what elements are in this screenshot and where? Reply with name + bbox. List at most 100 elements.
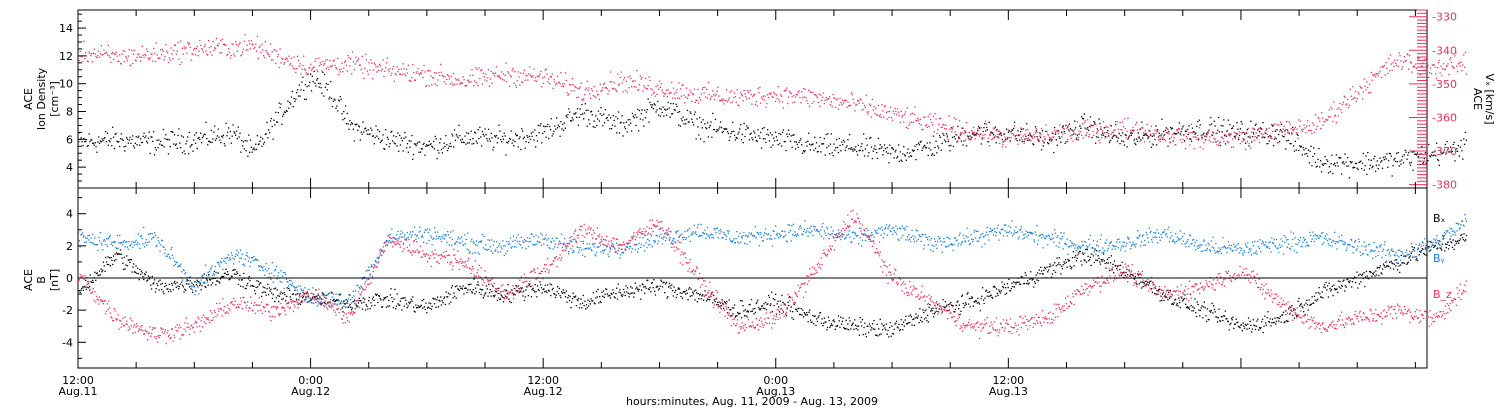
density-point [707, 136, 709, 138]
density-point [700, 121, 702, 123]
density-point [951, 136, 954, 138]
density-point [593, 120, 595, 122]
bfield-point [945, 305, 947, 308]
bfield-point [704, 290, 706, 292]
bfield-point [1096, 250, 1098, 252]
bfield-point [650, 291, 652, 293]
density-point [1156, 129, 1159, 131]
bfield-point [587, 299, 589, 301]
bfield-point [90, 281, 92, 283]
density-point [1108, 141, 1111, 144]
bfield-point [507, 284, 509, 286]
bfield-point [141, 272, 143, 274]
density-point [934, 146, 936, 149]
density-point [791, 96, 793, 98]
bfield-point [301, 300, 303, 302]
density-point [278, 102, 280, 104]
bfield-point [298, 299, 300, 301]
density-point [1342, 161, 1344, 163]
density-point [148, 131, 150, 133]
bfield-point [679, 292, 681, 294]
bfield-point [96, 272, 98, 274]
density-point [851, 94, 853, 96]
density-point [820, 94, 822, 96]
density-point [427, 144, 430, 146]
bfield-point [761, 305, 764, 307]
bfield-point [995, 288, 998, 290]
density-point [127, 55, 129, 57]
density-point [186, 140, 188, 142]
density-point [1110, 125, 1112, 127]
density-point [180, 135, 183, 137]
density-point [642, 90, 644, 92]
bfield-point [1230, 322, 1232, 324]
density-point [1400, 60, 1402, 62]
bfield-point [1291, 305, 1293, 307]
bfield-point [1289, 313, 1291, 315]
density-point [85, 52, 87, 54]
density-point [1251, 141, 1253, 143]
bfield-point [575, 295, 577, 297]
bfield-point [317, 294, 319, 296]
density-point [334, 99, 336, 101]
density-point [389, 68, 391, 70]
density-point [378, 138, 380, 140]
density-point [419, 151, 422, 153]
density-point [317, 57, 320, 59]
density-point [139, 138, 142, 140]
density-point [385, 143, 388, 146]
density-point [194, 134, 196, 136]
bfield-point [157, 284, 159, 287]
density-point [744, 135, 746, 138]
density-point [596, 124, 598, 127]
density-point [494, 75, 496, 77]
density-point [1398, 165, 1400, 167]
density-point [1143, 141, 1146, 143]
bfield-point [1028, 282, 1030, 284]
density-point [462, 76, 464, 78]
bfield-point [1374, 275, 1376, 277]
density-point [583, 118, 585, 120]
density-point [1368, 159, 1370, 161]
density-point [1099, 122, 1101, 125]
bfield-point [405, 299, 407, 301]
density-point [910, 155, 912, 157]
bfield-point [1059, 264, 1061, 266]
density-point [410, 140, 412, 142]
bfield-point [1063, 261, 1065, 263]
bfield-point [1417, 248, 1419, 250]
bfield-point [640, 298, 642, 300]
density-point [990, 132, 992, 134]
density-point [909, 122, 911, 124]
density-point [686, 109, 689, 112]
density-point [704, 86, 706, 89]
bfield-point [521, 287, 523, 289]
bfield-point [1382, 268, 1384, 270]
density-point [1295, 149, 1297, 151]
density-point [1289, 142, 1291, 145]
density-point [1231, 138, 1234, 140]
density-point [1269, 135, 1271, 137]
density-point [226, 135, 228, 137]
density-point [918, 122, 921, 125]
density-point [440, 71, 443, 74]
density-point [1273, 138, 1276, 140]
density-point [684, 102, 686, 104]
bfield-point [1020, 283, 1022, 285]
bfield-point [387, 305, 389, 307]
density-point [1384, 74, 1386, 76]
density-point [374, 63, 376, 66]
density-point [1402, 61, 1405, 63]
density-point [1170, 141, 1172, 144]
bfield-point [762, 307, 764, 309]
bfield-point [694, 299, 696, 301]
density-point [1079, 124, 1081, 126]
density-point [214, 47, 216, 49]
density-point [411, 76, 413, 79]
bfield-point [78, 290, 81, 292]
density-point [815, 142, 818, 144]
density-point [834, 149, 836, 151]
bfield-point [288, 289, 291, 291]
density-point [385, 66, 387, 69]
density-point [865, 94, 867, 96]
